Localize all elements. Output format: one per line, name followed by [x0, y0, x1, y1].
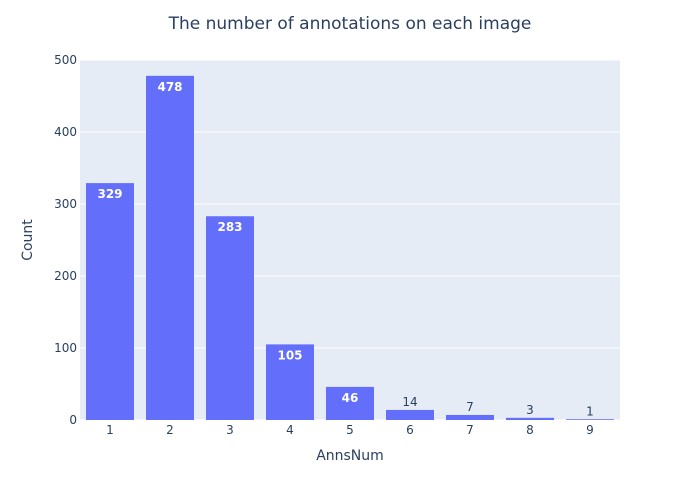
x-tick-label: 4 [286, 423, 294, 437]
bar-value-label: 283 [217, 220, 242, 234]
chart-title: The number of annotations on each image [168, 14, 532, 34]
x-axis-title: AnnsNum [316, 448, 384, 464]
bar [326, 386, 374, 420]
bar [446, 414, 494, 420]
x-tick-label: 7 [466, 423, 474, 437]
bar-value-label: 1 [586, 404, 594, 418]
y-tick-label: 200 [54, 269, 77, 283]
y-axis-title: Count [20, 219, 36, 261]
bar-value-label: 46 [342, 391, 359, 405]
bar-value-label: 329 [97, 187, 122, 201]
x-tick-label: 2 [166, 423, 174, 437]
x-tick-label: 3 [226, 423, 234, 437]
bar [566, 419, 614, 420]
bar [146, 75, 194, 420]
bar-value-label: 7 [466, 400, 474, 414]
bar-value-label: 14 [402, 395, 417, 409]
x-tick-label: 9 [586, 423, 594, 437]
y-tick-label: 500 [54, 53, 77, 67]
x-tick-label: 5 [346, 423, 354, 437]
x-tick-label: 1 [106, 423, 114, 437]
bar [506, 417, 554, 420]
bar [206, 216, 254, 420]
x-axis-ticks: 1 2 3 4 5 6 7 8 9 [106, 423, 594, 437]
x-tick-label: 6 [406, 423, 414, 437]
bar-value-label: 3 [526, 403, 534, 417]
bar-value-labels: 329 478 283 105 46 14 7 3 1 [97, 80, 593, 418]
bar [86, 183, 134, 420]
bar [266, 344, 314, 420]
bar [386, 409, 434, 420]
bars [86, 75, 614, 420]
y-tick-label: 0 [69, 413, 77, 427]
y-tick-label: 400 [54, 125, 77, 139]
y-tick-label: 100 [54, 341, 77, 355]
x-tick-label: 8 [526, 423, 534, 437]
bar-value-label: 105 [277, 348, 302, 362]
bar-value-label: 478 [157, 80, 182, 94]
y-axis-ticks: 0 100 200 300 400 500 [54, 53, 77, 427]
y-tick-label: 300 [54, 197, 77, 211]
